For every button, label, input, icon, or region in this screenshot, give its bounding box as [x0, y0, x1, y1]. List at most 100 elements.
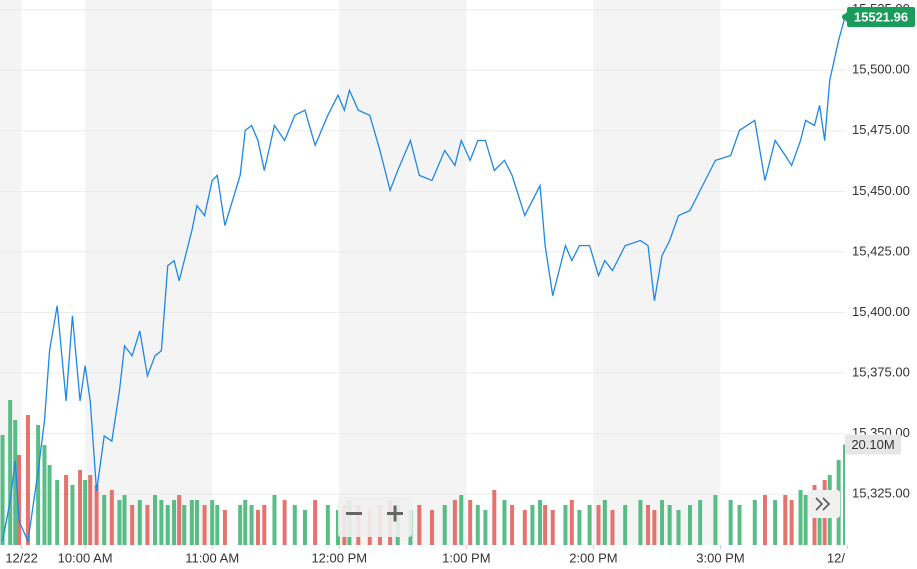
badges: 15521.96 20.10M [842, 7, 915, 455]
volume-bar [475, 505, 480, 545]
x-tick-label: 10:00 AM [58, 550, 113, 565]
y-tick-label: 15,400.00 [852, 304, 910, 319]
volume-bar [47, 465, 52, 545]
price-badge-pointer [842, 12, 847, 23]
volume-bar [417, 505, 422, 545]
volume-bar [102, 495, 107, 545]
volume-bar [492, 490, 497, 545]
volume-bar [238, 505, 243, 545]
volume-bar [272, 495, 277, 545]
volume-bar [660, 500, 665, 545]
volume-bar [165, 505, 170, 545]
volume-bar [0, 435, 5, 545]
volume-bar [442, 505, 447, 545]
volume-bar [652, 510, 657, 545]
y-tick-label: 15,500.00 [852, 62, 910, 77]
volume-bar [569, 500, 574, 545]
volume-badge [845, 434, 901, 455]
volume-bar [130, 505, 135, 545]
x-tick-label: 12:00 PM [311, 550, 367, 565]
volume-bar [687, 505, 692, 545]
volume-bar [88, 475, 93, 545]
volume-bar [502, 500, 507, 545]
x-tick-label: 2:00 PM [569, 550, 617, 565]
volume-bar [623, 505, 628, 545]
price-badge [847, 7, 915, 28]
session-bands [0, 0, 721, 545]
zoom-in-button[interactable] [387, 505, 403, 522]
volume-bar [194, 500, 199, 545]
volume-bar [803, 495, 808, 545]
volume-bar [8, 400, 13, 545]
volume-bar [243, 500, 248, 545]
plus-icon-v [393, 505, 397, 522]
scroll-right-button[interactable] [808, 490, 840, 518]
volume-bar [483, 510, 488, 545]
volume-bar [638, 500, 643, 545]
zoom-controls[interactable] [338, 497, 412, 537]
volume-bar [177, 495, 182, 545]
volume-bar [698, 500, 703, 545]
volume-bar [262, 505, 267, 545]
volume-bar [430, 510, 435, 545]
volume-bar [137, 500, 142, 545]
volume-bar [602, 500, 607, 545]
volume-bar [17, 455, 22, 545]
x-tick-label: 11:00 AM [185, 550, 239, 565]
volume-bar [773, 500, 778, 545]
volume-bar [109, 490, 114, 545]
grid [0, 9, 849, 549]
volume-bar [728, 500, 733, 545]
volume-bar [25, 415, 30, 545]
volume-bar [843, 444, 845, 545]
volume-bar [762, 495, 767, 545]
volume-bar [510, 505, 515, 545]
session-band [593, 0, 721, 545]
volume-bar [522, 510, 527, 545]
volume-bar [752, 500, 757, 545]
price-line-path [1, 16, 845, 544]
zoom-box [338, 497, 412, 537]
volume-bar [70, 485, 75, 545]
volume-bar [452, 500, 457, 545]
volume-bar [189, 500, 194, 545]
volume-bar [202, 505, 207, 545]
y-tick-label: 15,325.00 [852, 486, 910, 501]
volume-bar [783, 495, 788, 545]
volume-bar [13, 420, 18, 545]
volume-bar [538, 500, 543, 545]
volume-bar [325, 505, 330, 545]
volume-bar [215, 505, 220, 545]
session-band [0, 0, 22, 545]
volume-bar [543, 505, 548, 545]
volume-badge-label: 20.10M [851, 437, 894, 452]
volume-bar [577, 510, 582, 545]
volume-bar [145, 505, 150, 545]
y-tick-label: 15,425.00 [852, 243, 910, 258]
volume-bar [530, 505, 535, 545]
x-tick-label: 12/22 [5, 550, 38, 565]
zoom-out-button[interactable] [346, 512, 362, 515]
volume-bar [159, 500, 164, 545]
volume-bar [468, 500, 473, 545]
volume-bar [117, 500, 122, 545]
volume-bar [563, 505, 568, 545]
x-tick-label: 3:00 PM [696, 550, 744, 565]
scroll-box [808, 490, 840, 518]
session-band [85, 0, 213, 545]
volume-bar [302, 510, 307, 545]
volume-bar [42, 445, 47, 545]
x-tick-label: 12/ [827, 550, 845, 565]
volume-bar [459, 495, 464, 545]
volume-bar [64, 475, 69, 545]
volume-bar [282, 500, 287, 545]
volume-bar [713, 495, 718, 545]
volume-bar [78, 470, 83, 545]
volume-bar [182, 505, 187, 545]
volume-bar [222, 510, 227, 545]
volume-bar [798, 490, 803, 545]
volume-bar [292, 505, 297, 545]
volume-bar [596, 505, 601, 545]
volume-bar [610, 510, 615, 545]
